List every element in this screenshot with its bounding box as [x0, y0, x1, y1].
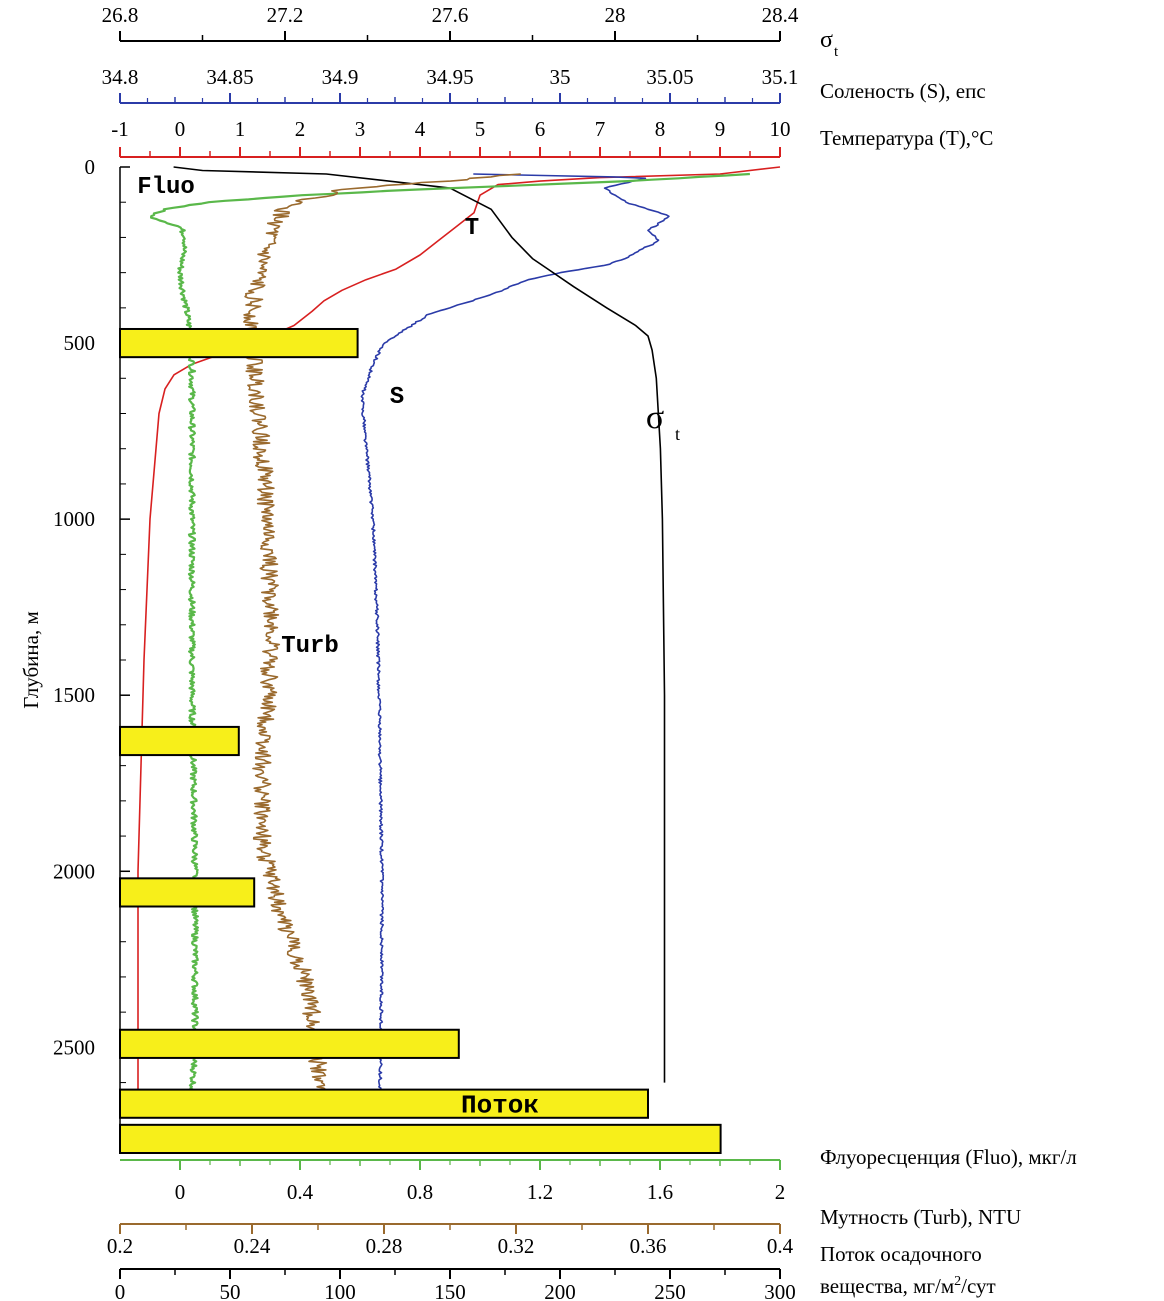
- turb-axis-label: Мутность (Turb), NTU: [820, 1205, 1021, 1229]
- depth-axis: 0 500 1000 1500 2000 2500 Глубина, м: [19, 155, 130, 1153]
- temperature-axis: -1 0 1 2 3 4 5 6 7 8 9 10 Температура (T),°C: [111, 117, 993, 158]
- turb-tick-label: 0.24: [234, 1234, 271, 1258]
- fluo-tick-label: 1.2: [527, 1180, 553, 1204]
- series-line-fluo: [150, 172, 750, 1100]
- series-lines: [137, 166, 781, 1119]
- salinity-tick-label: 34.95: [426, 65, 473, 89]
- series-labels: Поток Fluo Turb T Sσ t: [137, 174, 680, 1121]
- series-line-sigma: [173, 166, 666, 1083]
- series-label-s: S: [390, 384, 404, 411]
- series-label-turb: Turb: [281, 633, 339, 660]
- flux-axis-label-part: вещества, мг/м: [820, 1274, 954, 1298]
- turb-axis: 0.2 0.24 0.28 0.32 0.36 0.4 Мутность (Turb), N…: [107, 1205, 1021, 1258]
- flux-bar: [119, 725, 240, 757]
- flux-bar: [119, 1123, 722, 1155]
- temperature-tick-label: 1: [235, 117, 246, 141]
- flux-tick-label: 250: [654, 1280, 686, 1301]
- flux-tick-label: 200: [544, 1280, 576, 1301]
- sigma-tick-label: 27.6: [432, 3, 469, 27]
- salinity-tick-label: 34.9: [322, 65, 359, 89]
- fluo-tick-label: 2: [775, 1180, 786, 1204]
- sigma-axis-label: σ: [820, 27, 833, 53]
- flux-bar: [119, 1088, 649, 1119]
- turb-tick-label: 0.4: [767, 1234, 794, 1258]
- series-label-sigma-sub: t: [675, 424, 680, 444]
- depth-tick-label: 2500: [53, 1035, 95, 1059]
- salinity-tick-label: 35.1: [762, 65, 799, 89]
- flux-bar-label: Поток: [461, 1091, 539, 1121]
- temperature-tick-label: -1: [111, 117, 129, 141]
- turb-tick-label: 0.28: [366, 1234, 403, 1258]
- flux-axis: 0 50 100 150 200 250 300 Поток осадочного вещест…: [115, 1242, 996, 1301]
- fluo-axis-label: Флуоресценция (Fluo), мкг/л: [820, 1145, 1077, 1169]
- flux-tick-label: 300: [764, 1280, 796, 1301]
- flux-bar: [119, 327, 359, 359]
- fluo-tick-label: 0.8: [407, 1180, 433, 1204]
- temperature-tick-label: 7: [595, 117, 606, 141]
- flux-tick-label: 100: [324, 1280, 356, 1301]
- salinity-tick-label: 35.05: [646, 65, 693, 89]
- temperature-tick-label: 6: [535, 117, 546, 141]
- flux-tick-label: 150: [434, 1280, 466, 1301]
- flux-bar: [119, 877, 256, 908]
- sigma-tick-label: 28: [605, 3, 626, 27]
- flux-axis-label-line1: Поток осадочного: [820, 1242, 982, 1266]
- depth-tick-label: 1500: [53, 683, 95, 707]
- depth-tick-label: 1000: [53, 507, 95, 531]
- fluo-axis: 0 0.4 0.8 1.2 1.6 2 Флуоресценция (Fluo), мкг/…: [120, 1145, 1077, 1204]
- salinity-tick-label: 34.85: [206, 65, 253, 89]
- turb-tick-label: 0.36: [630, 1234, 667, 1258]
- depth-tick-label: 2000: [53, 859, 95, 883]
- series-label-sigma: σ: [646, 399, 664, 436]
- temperature-tick-label: 0: [175, 117, 186, 141]
- fluo-tick-label: 0.4: [287, 1180, 314, 1204]
- salinity-tick-label: 35: [550, 65, 571, 89]
- flux-axis-label-line2: вещества, мг/м2/сут: [820, 1274, 996, 1298]
- series-line-s: [360, 173, 670, 1119]
- depth-tick-label: 500: [64, 331, 96, 355]
- sigma-axis: 26.8 27.2 27.6 28 28.4 σ t: [102, 3, 839, 60]
- temperature-tick-label: 3: [355, 117, 366, 141]
- temperature-tick-label: 2: [295, 117, 306, 141]
- depth-tick-label: 0: [85, 155, 96, 179]
- salinity-axis: 34.8 34.85 34.9 34.95 35 35.05 35.1 Соленость (…: [102, 65, 986, 104]
- axes: 26.8 27.2 27.6 28 28.4σ t34.8 34.85 34.9 34.95 35…: [19, 3, 1077, 1301]
- salinity-tick-label: 34.8: [102, 65, 139, 89]
- flux-tick-label: 0: [115, 1280, 126, 1301]
- fluo-tick-label: 1.6: [647, 1180, 673, 1204]
- flux-axis-label-sup: 2: [954, 1274, 961, 1289]
- flux-bar: [119, 1028, 460, 1059]
- temperature-tick-label: 9: [715, 117, 726, 141]
- series-label-t: T: [465, 215, 479, 242]
- turb-tick-label: 0.32: [498, 1234, 535, 1258]
- series-line-t: [137, 166, 781, 1118]
- sigma-axis-label-sub: t: [834, 44, 839, 60]
- series-label-fluo: Fluo: [137, 174, 195, 201]
- flux-bars: [119, 327, 722, 1155]
- fluo-tick-label: 0: [175, 1180, 186, 1204]
- flux-tick-label: 50: [220, 1280, 241, 1301]
- sigma-tick-label: 27.2: [267, 3, 304, 27]
- temperature-tick-label: 5: [475, 117, 486, 141]
- sigma-tick-label: 28.4: [762, 3, 799, 27]
- temperature-tick-label: 10: [770, 117, 791, 141]
- turb-tick-label: 0.2: [107, 1234, 133, 1258]
- salinity-axis-label: Соленость (S), епс: [820, 79, 986, 103]
- temperature-tick-label: 8: [655, 117, 666, 141]
- flux-axis-label-part: /сут: [961, 1274, 996, 1298]
- temperature-axis-label: Температура (T),°C: [820, 126, 993, 150]
- sigma-tick-label: 26.8: [102, 3, 139, 27]
- temperature-tick-label: 4: [415, 117, 426, 141]
- depth-axis-label: Глубина, м: [19, 611, 43, 709]
